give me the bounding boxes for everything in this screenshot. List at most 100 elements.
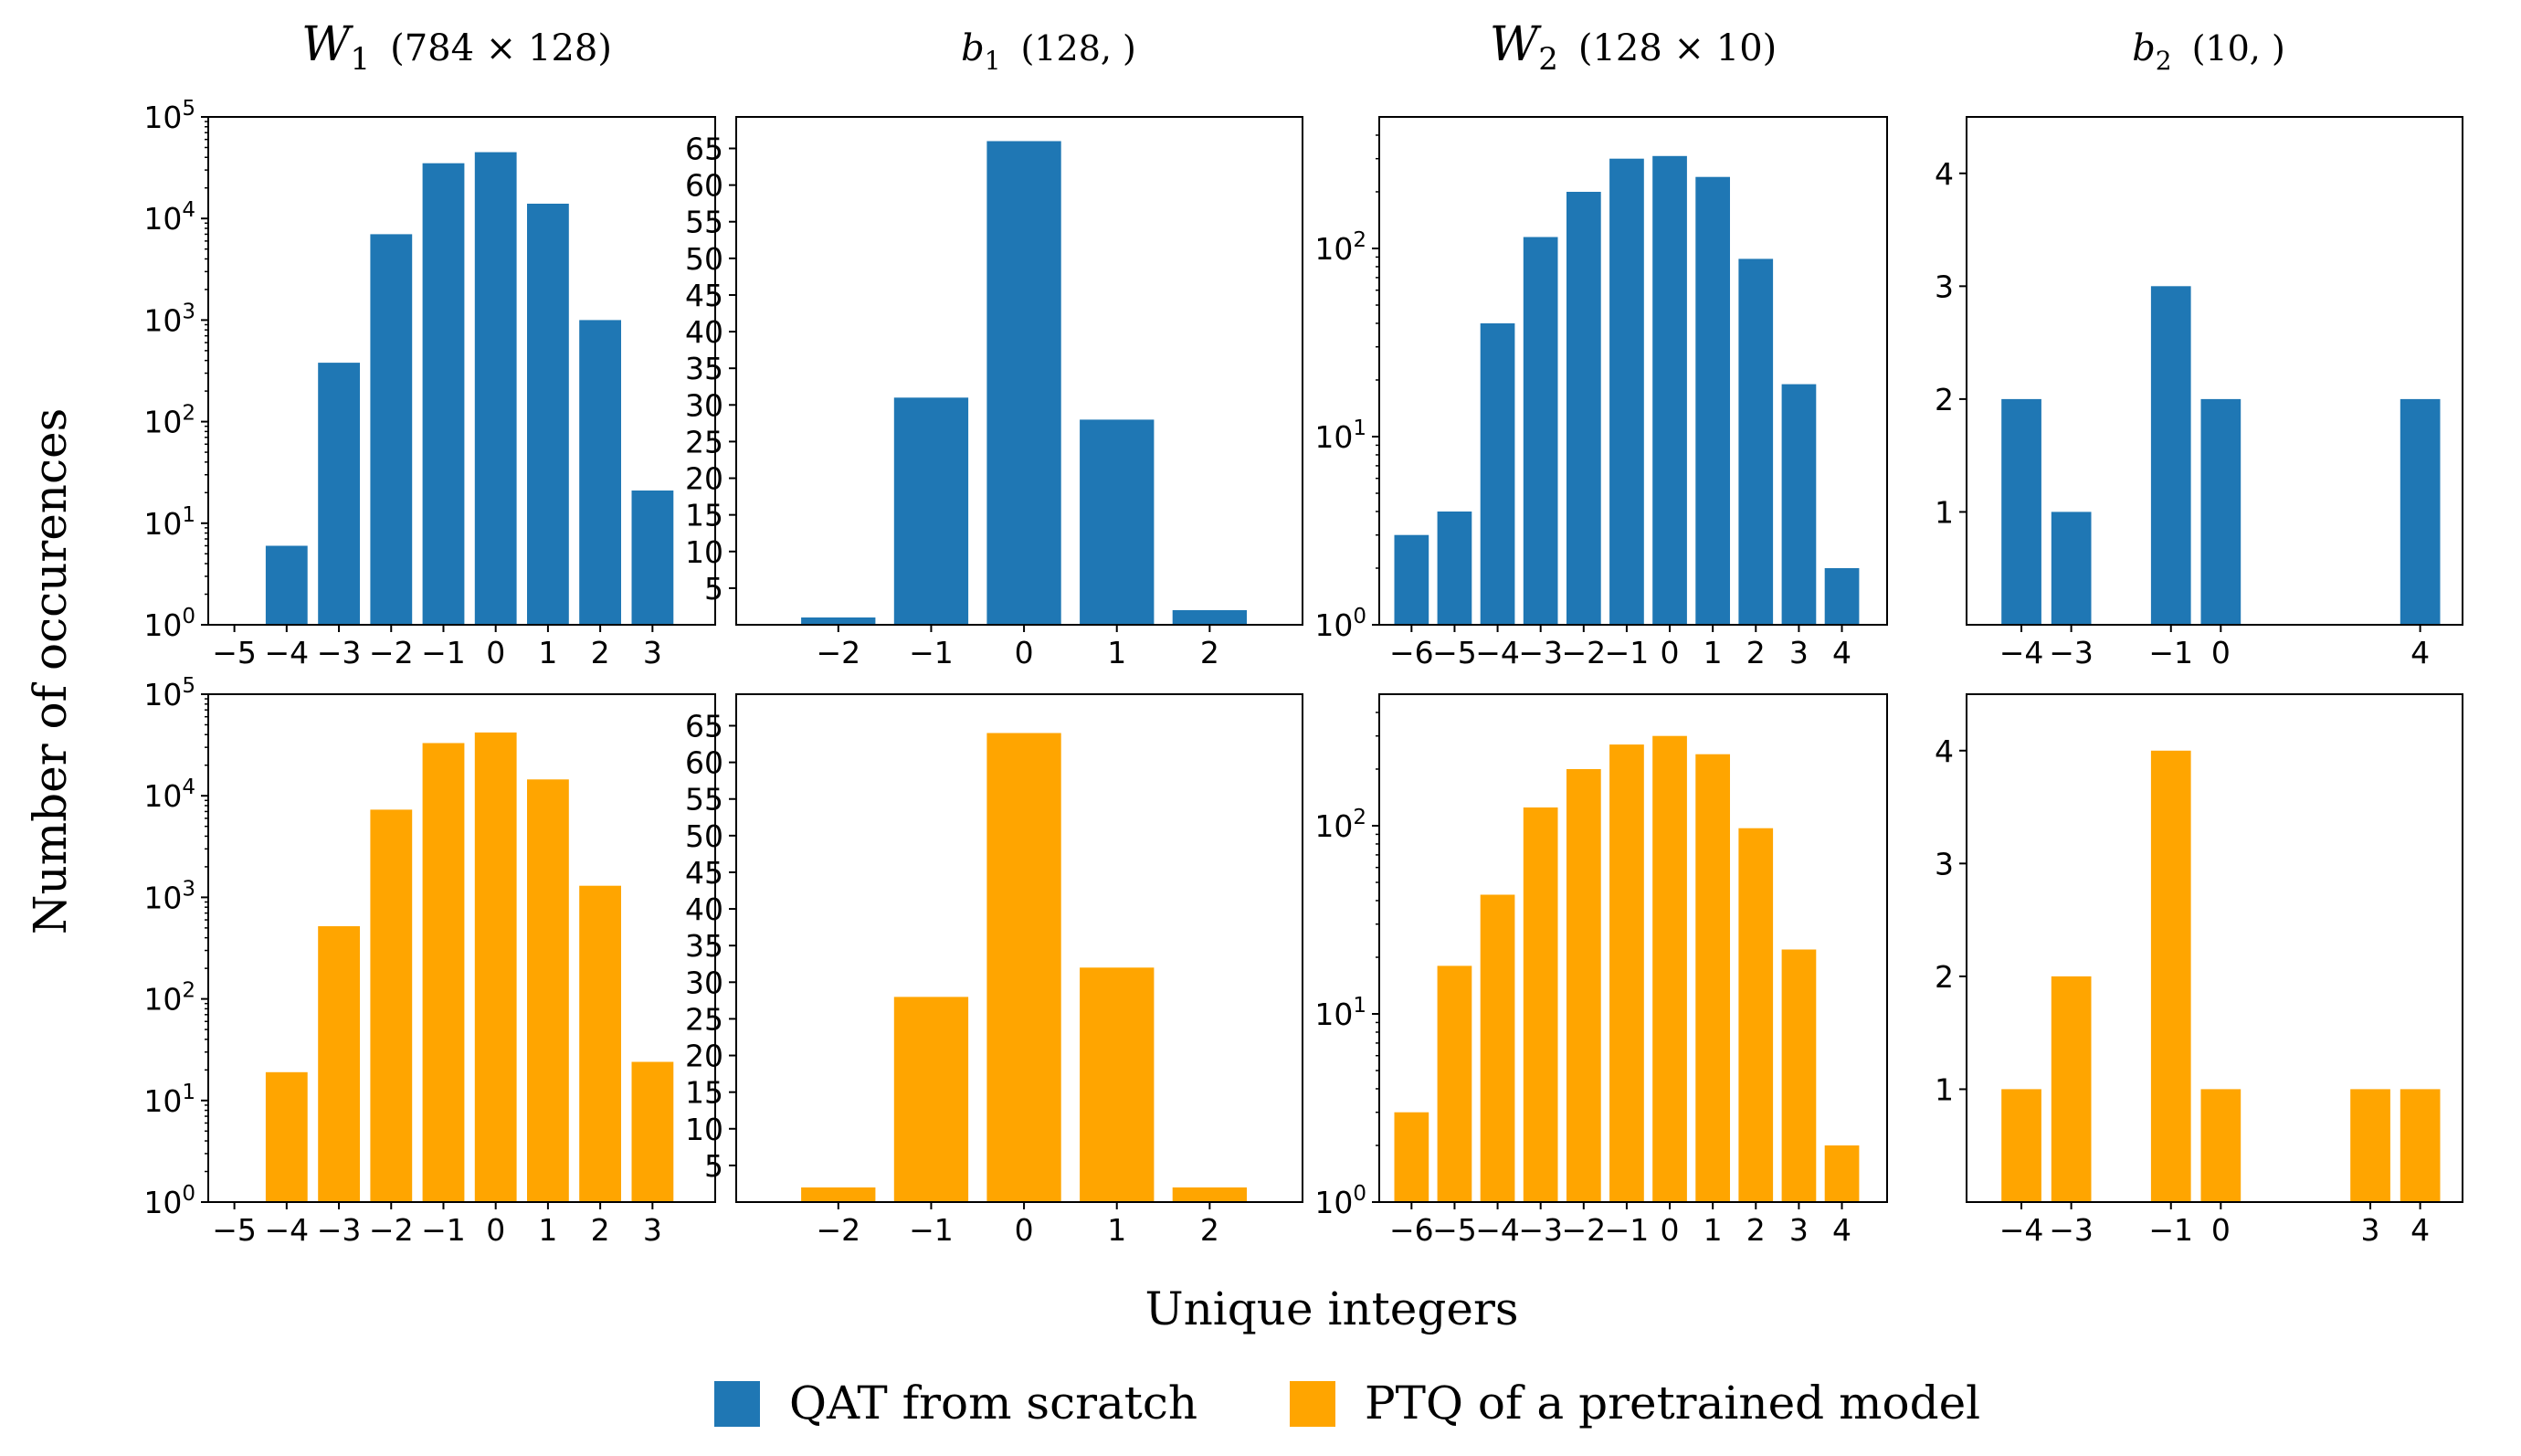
bar xyxy=(265,1071,308,1202)
bar xyxy=(527,204,569,625)
bar xyxy=(986,141,1061,625)
panel-W2-PTQ: −6−5−4−3−2−1 0 1 2 3 4 100 101 102 xyxy=(1314,693,1888,1248)
bar xyxy=(2200,1089,2241,1202)
x-tick-label: −6 xyxy=(1389,635,1434,670)
x-tick-label: 3 xyxy=(643,1212,662,1248)
x-tick-label: −2 xyxy=(1561,1212,1606,1248)
y-tick-label: 65 xyxy=(685,131,723,166)
bar xyxy=(1695,176,1730,625)
panel-W1-PTQ: −5 −4 −3 −2 −1 0 1 2 3 100 101 102 103 104 105 xyxy=(143,674,716,1248)
bar xyxy=(631,1061,674,1202)
bar xyxy=(2051,976,2092,1202)
y-tick-label: 20 xyxy=(685,461,723,497)
bar xyxy=(1652,735,1687,1202)
y-tick-label: 40 xyxy=(685,314,723,350)
bar xyxy=(631,491,674,625)
bar xyxy=(1172,1187,1247,1202)
bar xyxy=(1824,1145,1860,1202)
bar xyxy=(1394,534,1429,625)
bar xyxy=(370,809,413,1202)
y-axis-label: Number of occurences xyxy=(24,408,77,935)
y-tick-label: 25 xyxy=(685,1001,723,1037)
legend-swatch-qat xyxy=(714,1381,760,1427)
bar xyxy=(1080,967,1155,1202)
x-tick-label: −1 xyxy=(909,635,954,670)
x-tick-label: 0 xyxy=(1661,1212,1680,1248)
y-tick-label: 104 xyxy=(143,198,195,237)
y-tick-label: 55 xyxy=(685,782,723,818)
y-tick-label: 15 xyxy=(685,498,723,533)
x-tick-label: 0 xyxy=(486,635,505,670)
y-tick-label: 100 xyxy=(1314,605,1366,643)
bar xyxy=(318,926,360,1202)
y-tick-label: 25 xyxy=(685,424,723,459)
y-tick-label: 35 xyxy=(685,351,723,386)
y-tick-label: 15 xyxy=(685,1075,723,1111)
y-tick-label: 30 xyxy=(685,387,723,423)
bar xyxy=(893,997,969,1202)
bar xyxy=(2350,1089,2390,1202)
x-tick-label: −1 xyxy=(1605,1212,1650,1248)
y-tick-label: 40 xyxy=(685,892,723,927)
y-tick-label: 30 xyxy=(685,965,723,1000)
y-tick-label: 104 xyxy=(143,775,195,814)
x-tick-label: −5 xyxy=(1432,1212,1477,1248)
axes-frame xyxy=(735,116,1303,626)
column-title: b2 (10, ) xyxy=(2132,27,2285,76)
bar xyxy=(474,732,517,1202)
x-tick-label: 2 xyxy=(1200,635,1219,670)
x-tick-label: 1 xyxy=(1107,1212,1126,1248)
axes-frame xyxy=(1966,116,2463,626)
legend-label-qat: QAT from scratch xyxy=(789,1377,1197,1430)
x-tick-label: 0 xyxy=(1015,635,1034,670)
bar xyxy=(1738,258,1774,625)
bar xyxy=(1695,754,1730,1202)
axes-frame xyxy=(735,693,1303,1203)
x-tick-label: 1 xyxy=(1107,635,1126,670)
x-tick-label: 4 xyxy=(1832,635,1851,670)
x-tick-label: −5 xyxy=(1432,635,1477,670)
y-tick-label: 101 xyxy=(143,1081,195,1119)
legend: QAT from scratch PTQ of a pretrained mod… xyxy=(714,1377,1980,1430)
y-tick-label: 5 xyxy=(704,571,723,607)
x-tick-label: −1 xyxy=(2148,1212,2193,1248)
bar xyxy=(1437,512,1472,625)
x-tick-label: −4 xyxy=(1475,1212,1520,1248)
legend-label-ptq: PTQ of a pretrained model xyxy=(1365,1377,1980,1430)
axes-frame xyxy=(207,693,716,1203)
x-tick-label: 3 xyxy=(2361,1212,2380,1248)
x-tick-label: 1 xyxy=(538,1212,557,1248)
x-tick-label: −4 xyxy=(1999,635,2044,670)
x-tick-label: 2 xyxy=(1746,1212,1766,1248)
column-title: W2 (128 × 10) xyxy=(1490,17,1777,78)
bar xyxy=(1480,323,1515,625)
bar xyxy=(370,234,413,625)
panel-b2-QAT: −4 −3 −1 0 4 1 2 3 4 xyxy=(1935,116,2463,670)
axes-frame xyxy=(1378,116,1888,626)
x-tick-label: 1 xyxy=(1704,1212,1723,1248)
x-tick-label: −3 xyxy=(2049,1212,2094,1248)
y-tick-label: 45 xyxy=(685,855,723,891)
x-tick-label: 0 xyxy=(1661,635,1680,670)
x-tick-label: −1 xyxy=(421,635,466,670)
y-tick-label: 2 xyxy=(1935,959,1954,995)
x-tick-label: 3 xyxy=(1789,1212,1809,1248)
x-tick-label: 2 xyxy=(591,635,610,670)
axes-frame xyxy=(207,116,716,626)
x-tick-label: −2 xyxy=(369,1212,414,1248)
y-tick-label: 2 xyxy=(1935,382,1954,417)
bar xyxy=(2150,750,2191,1202)
bar xyxy=(2200,398,2241,625)
x-tick-label: −3 xyxy=(317,635,362,670)
bar xyxy=(1824,568,1860,625)
y-tick-label: 4 xyxy=(1935,156,1954,192)
x-tick-label: −4 xyxy=(1999,1212,2044,1248)
y-tick-label: 102 xyxy=(1314,806,1366,844)
column-title: b1 (128, ) xyxy=(961,27,1136,76)
x-tick-label: 2 xyxy=(1746,635,1766,670)
bar xyxy=(893,397,969,625)
bar xyxy=(265,545,308,625)
